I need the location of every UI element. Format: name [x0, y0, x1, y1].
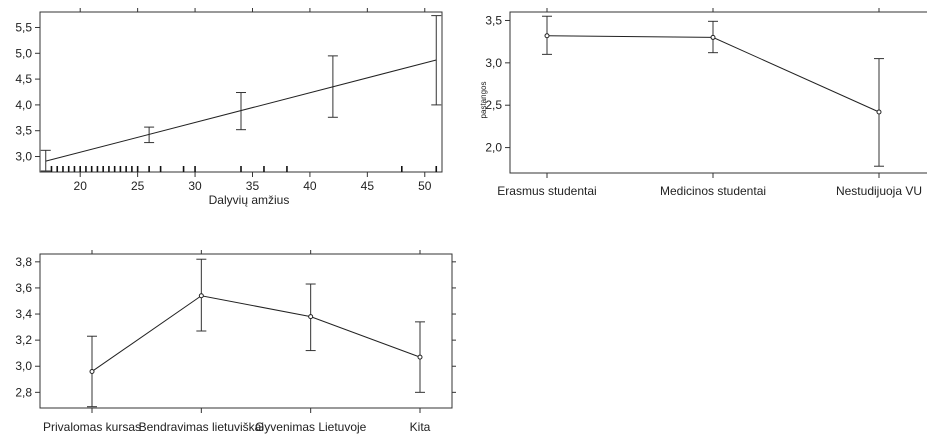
- motivation-means-plot: 2,8 3,0 3,2 3,4 3,6 3,8 Privalomas kursasBendr…: [15, 250, 456, 434]
- y-tick-label: 3,0: [15, 150, 32, 164]
- x-axis-title: Dalyvių amžius: [209, 193, 290, 207]
- mean-point: [89, 368, 95, 374]
- y-tick-label: 3,8: [15, 255, 32, 269]
- x-category-label: Nestudijuoja VU: [836, 184, 922, 198]
- regression-line: [45, 59, 437, 162]
- x-category-label: Erasmus studentai: [497, 184, 596, 198]
- x-tick-label: 50: [418, 179, 432, 193]
- y-tick-label: 5,5: [15, 20, 32, 34]
- x-tick-label: 45: [361, 179, 375, 193]
- x-tick-label: 20: [74, 179, 88, 193]
- y-tick-label: 2,0: [485, 141, 502, 155]
- mean-point: [710, 34, 716, 40]
- y-tick-label: 3,5: [15, 124, 32, 138]
- y-tick-label: 2,5: [485, 98, 502, 112]
- x-category-label: Privalomas kursas: [43, 420, 141, 434]
- y-tick-label: 3,2: [15, 333, 32, 347]
- y-tick-label: 4,5: [15, 72, 32, 86]
- x-category-label: Medicinos studentai: [660, 184, 766, 198]
- plot-frame: [39, 11, 443, 173]
- x-tick-label: 30: [188, 179, 202, 193]
- x-category-label: Kita: [410, 420, 431, 434]
- mean-point: [417, 354, 423, 360]
- y-tick-label: 4,0: [15, 98, 32, 112]
- group-means-plot: pastangos 2,0 2,5 3,0 3,5 Erasmus studentai M…: [479, 8, 927, 198]
- y-tick-label: 3,0: [485, 56, 502, 70]
- y-tick-label: 5,0: [15, 46, 32, 60]
- y-tick-label: 3,0: [15, 359, 32, 373]
- x-tick-label: 40: [303, 179, 317, 193]
- age-regression-plot: Dalyvių amžius 3,0 3,5 4,0 4,5 5,0 5,5 20 25 30 3…: [15, 8, 443, 207]
- mean-point: [544, 33, 550, 39]
- x-category-label: Gyvenimas Lietuvoje: [255, 420, 367, 434]
- mean-point: [876, 109, 882, 115]
- y-tick-label: 3,5: [485, 13, 502, 27]
- means-line: [91, 295, 421, 372]
- y-tick-label: 3,4: [15, 307, 32, 321]
- mean-point: [308, 314, 314, 320]
- x-tick-label: 25: [131, 179, 145, 193]
- x-category-label: Bendravimas lietuviškai: [139, 420, 264, 434]
- y-tick-label: 2,8: [15, 385, 32, 399]
- mean-point: [198, 293, 204, 299]
- plot-frame: [509, 11, 927, 174]
- plot-frame: [39, 253, 453, 409]
- y-tick-label: 3,6: [15, 281, 32, 295]
- x-tick-label: 35: [246, 179, 260, 193]
- y-axis-title: pastangos: [479, 82, 488, 119]
